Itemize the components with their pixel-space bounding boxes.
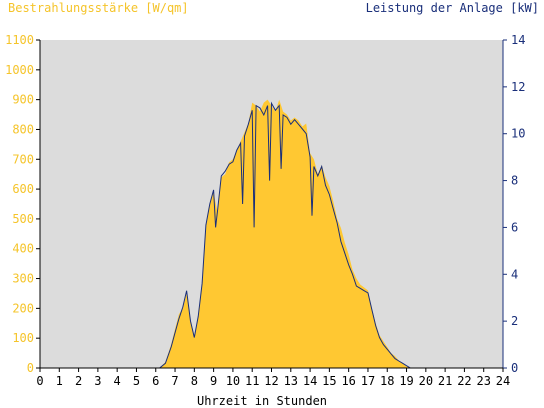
x-tick-label: 8 <box>191 374 198 388</box>
left-tick-label: 600 <box>12 182 34 196</box>
x-tick-label: 19 <box>399 374 413 388</box>
left-axis-title: Bestrahlungsstärke [W/qm] <box>8 1 189 15</box>
x-tick-label: 20 <box>419 374 433 388</box>
x-tick-label: 18 <box>380 374 394 388</box>
x-tick-label: 24 <box>496 374 510 388</box>
right-tick-label: 4 <box>511 267 518 281</box>
x-tick-label: 11 <box>245 374 259 388</box>
left-tick-label: 1000 <box>5 63 34 77</box>
right-axis-title: Leistung der Anlage [kW] <box>366 1 539 15</box>
x-tick-label: 4 <box>114 374 121 388</box>
left-tick-label: 300 <box>12 272 34 286</box>
x-tick-label: 23 <box>476 374 490 388</box>
right-tick-label: 12 <box>511 80 525 94</box>
left-tick-label: 500 <box>12 212 34 226</box>
x-tick-label: 5 <box>133 374 140 388</box>
right-tick-label: 6 <box>511 220 518 234</box>
left-tick-label: 800 <box>12 122 34 136</box>
left-tick-label: 0 <box>27 361 34 375</box>
x-tick-label: 3 <box>94 374 101 388</box>
right-tick-label: 8 <box>511 174 518 188</box>
x-tick-label: 0 <box>36 374 43 388</box>
x-tick-label: 10 <box>226 374 240 388</box>
left-tick-label: 400 <box>12 242 34 256</box>
x-tick-label: 13 <box>284 374 298 388</box>
left-tick-label: 200 <box>12 301 34 315</box>
left-tick-label: 900 <box>12 93 34 107</box>
x-tick-label: 22 <box>457 374 471 388</box>
x-tick-label: 6 <box>152 374 159 388</box>
x-tick-label: 15 <box>322 374 336 388</box>
x-tick-label: 17 <box>361 374 375 388</box>
left-tick-label: 700 <box>12 152 34 166</box>
x-tick-label: 21 <box>438 374 452 388</box>
x-tick-label: 12 <box>264 374 278 388</box>
right-tick-label: 0 <box>511 361 518 375</box>
x-axis-title: Uhrzeit in Stunden <box>197 394 327 408</box>
x-tick-label: 16 <box>341 374 355 388</box>
right-tick-label: 10 <box>511 127 525 141</box>
right-tick-label: 14 <box>511 33 525 47</box>
x-tick-label: 2 <box>75 374 82 388</box>
power-line <box>40 101 503 369</box>
left-tick-label: 1100 <box>5 33 34 47</box>
left-tick-label: 100 <box>12 331 34 345</box>
right-tick-label: 2 <box>511 314 518 328</box>
x-tick-label: 9 <box>210 374 217 388</box>
irradiance-area <box>40 99 503 368</box>
x-tick-label: 14 <box>303 374 317 388</box>
x-tick-label: 1 <box>56 374 63 388</box>
x-tick-label: 7 <box>171 374 178 388</box>
